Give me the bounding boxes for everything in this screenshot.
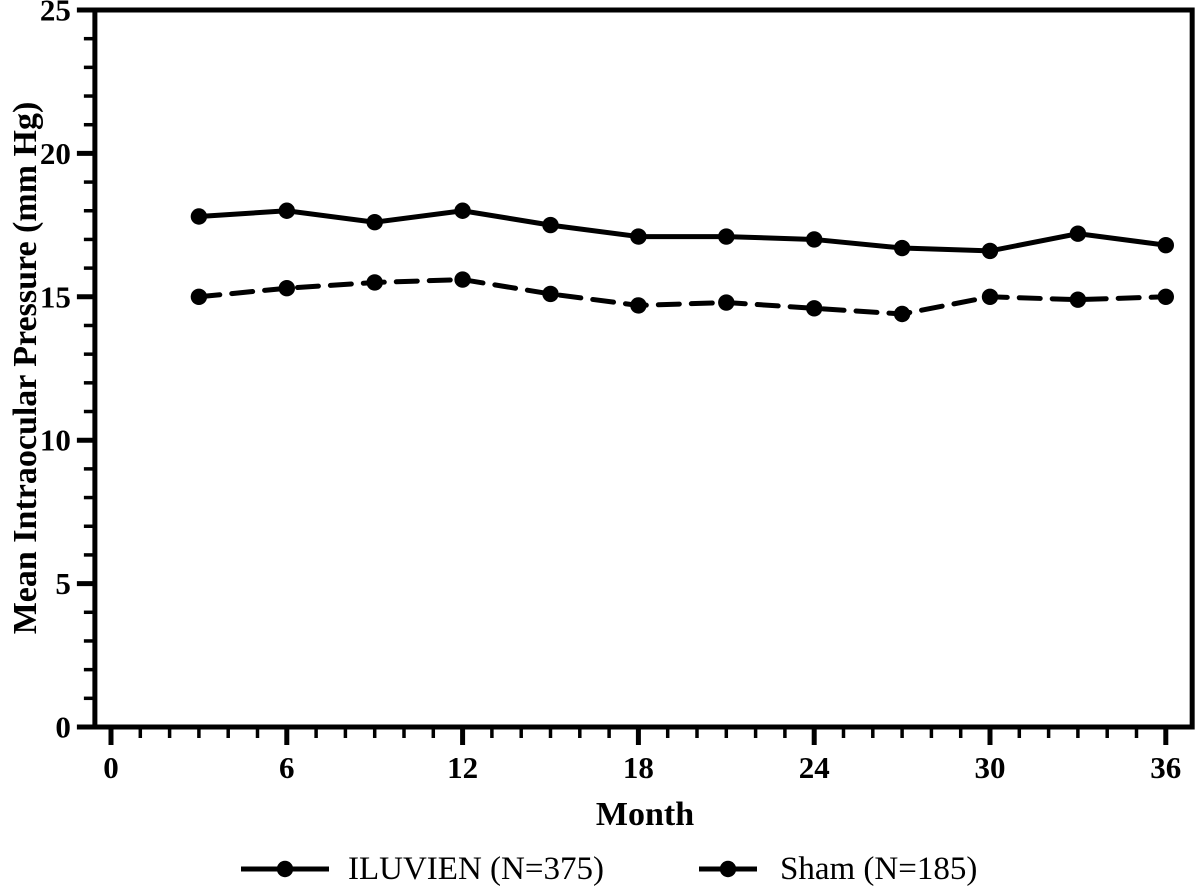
- data-point-iluvien-month-9: [366, 214, 383, 231]
- legend: ILUVIEN (N=375) Sham (N=185): [0, 846, 1200, 892]
- solid-line-marker-icon: [241, 860, 329, 878]
- data-point-sham-month-12: [454, 271, 471, 288]
- data-point-iluvien-month-15: [542, 216, 559, 234]
- data-point-sham-month-3: [190, 288, 208, 305]
- data-point-sham-month-33: [1069, 291, 1087, 308]
- data-point-iluvien-month-12: [454, 202, 471, 219]
- data-point-sham-month-30: [981, 288, 999, 305]
- x-axis-title: Month: [595, 796, 695, 833]
- y-tick-label-25: 25: [40, 0, 71, 28]
- y-tick-label-20: 20: [40, 136, 71, 171]
- series-line-sham: [196, 277, 1169, 317]
- data-point-sham-month-6: [278, 279, 295, 297]
- series-iluvien: [190, 202, 1175, 260]
- x-tick-label-12: 12: [447, 750, 478, 785]
- data-point-sham-month-9: [366, 274, 383, 291]
- plot-frame: [92, 7, 1195, 730]
- data-point-iluvien-month-6: [278, 202, 295, 219]
- series-line-iluvien: [196, 208, 1169, 254]
- dashed-line-marker-icon: [699, 860, 759, 878]
- data-point-iluvien-month-30: [981, 242, 999, 260]
- x-axis-ticks: [108, 729, 1169, 745]
- x-tick-label-30: 30: [975, 750, 1006, 785]
- x-tick-label-0: 0: [103, 750, 119, 785]
- data-point-sham-month-27: [893, 305, 911, 323]
- data-point-iluvien-month-21: [718, 228, 735, 245]
- data-point-sham-month-15: [542, 285, 559, 303]
- data-point-iluvien-month-33: [1069, 225, 1087, 242]
- y-tick-label-15: 15: [40, 279, 71, 314]
- data-point-iluvien-month-3: [190, 208, 208, 225]
- data-point-iluvien-month-27: [893, 239, 911, 257]
- series-sham: [190, 271, 1175, 323]
- y-tick-label-10: 10: [40, 423, 71, 458]
- y-axis-tick-labels: 0 5 10 15 20 25: [40, 0, 71, 745]
- legend-label-sham: Sham (N=185): [780, 850, 978, 887]
- y-axis-title: Mean Intraocular Pressure (mm Hg): [7, 101, 44, 635]
- x-tick-label-6: 6: [279, 750, 295, 785]
- data-point-iluvien-month-24: [806, 231, 823, 248]
- x-axis-tick-labels: 0 6 12 18 24 30 36: [103, 750, 1181, 785]
- x-tick-label-24: 24: [799, 750, 830, 785]
- data-point-iluvien-month-18: [630, 228, 647, 245]
- data-point-sham-month-21: [718, 294, 735, 311]
- y-tick-label-5: 5: [55, 566, 71, 601]
- x-tick-label-36: 36: [1150, 750, 1181, 785]
- x-tick-label-18: 18: [623, 750, 654, 785]
- legend-item-iluvien: ILUVIEN (N=375): [238, 846, 604, 892]
- data-point-sham-month-24: [806, 300, 823, 317]
- legend-item-sham: Sham (N=185): [698, 846, 977, 892]
- data-point-sham-month-36: [1157, 288, 1175, 305]
- legend-label-iluvien: ILUVIEN (N=375): [348, 850, 604, 887]
- y-tick-label-0: 0: [55, 710, 71, 745]
- data-point-sham-month-18: [630, 297, 647, 314]
- data-point-iluvien-month-36: [1157, 236, 1175, 254]
- y-axis-ticks: [76, 7, 94, 730]
